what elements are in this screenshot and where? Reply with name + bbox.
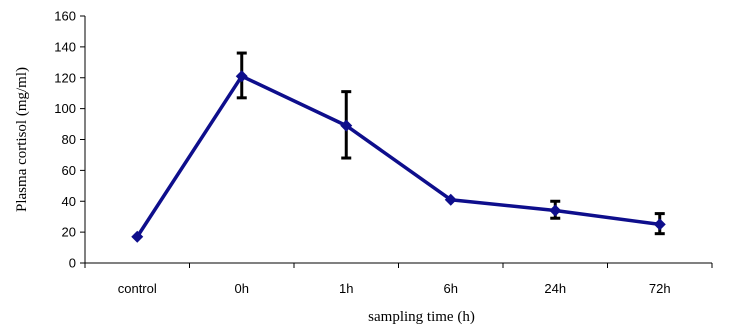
data-point <box>131 230 144 243</box>
y-tick-label: 80 <box>62 132 76 147</box>
x-tick-label: 24h <box>544 281 566 296</box>
data-series <box>131 70 666 243</box>
y-axis: 0 20 40 60 80 100 120 140 160 <box>54 9 86 271</box>
x-tick-label: 72h <box>649 281 671 296</box>
x-tick-label: 1h <box>339 281 353 296</box>
y-tick-label: 140 <box>54 39 76 54</box>
x-axis-title: sampling time (h) <box>368 309 475 325</box>
y-tick-label: 120 <box>54 70 76 85</box>
data-point <box>444 193 457 206</box>
series-line <box>135 74 660 238</box>
data-point <box>653 218 666 231</box>
y-tick-label: 160 <box>54 9 76 24</box>
data-point <box>340 119 353 132</box>
y-tick-label: 0 <box>69 256 76 271</box>
x-axis: control 0h 1h 6h 24h 72h <box>84 262 713 296</box>
y-axis-title: Plasma cortisol (mg/ml) <box>14 67 30 212</box>
y-tick-label: 60 <box>62 163 76 178</box>
data-point <box>235 70 248 83</box>
y-tick-label: 40 <box>62 194 76 209</box>
x-tick-label: 0h <box>235 281 249 296</box>
x-tick-label: control <box>118 281 157 296</box>
error-bars <box>236 51 665 236</box>
y-tick-label: 100 <box>54 101 76 116</box>
x-tick-label: 6h <box>444 281 458 296</box>
y-tick-label: 20 <box>62 225 76 240</box>
data-point <box>549 204 562 217</box>
